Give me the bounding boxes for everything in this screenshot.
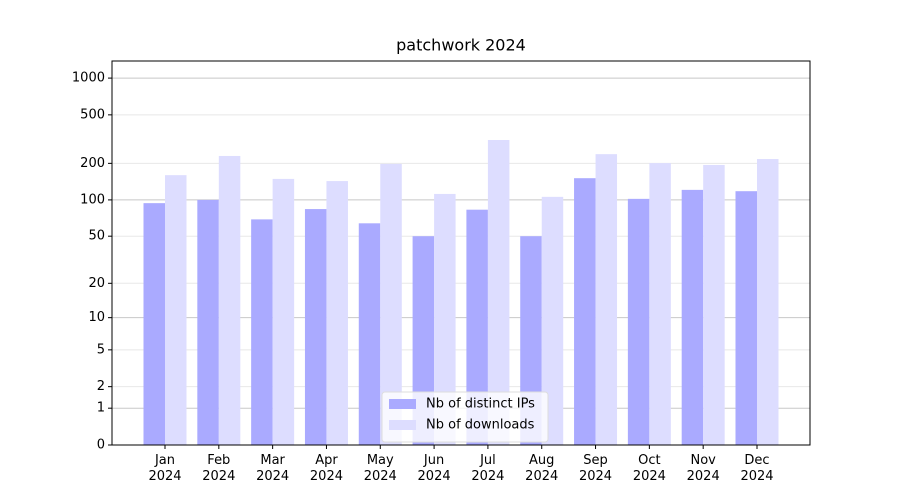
y-tick-label: 20 — [88, 276, 105, 291]
bar — [541, 196, 564, 445]
y-tick-label: 50 — [88, 229, 105, 244]
legend-swatch — [389, 420, 416, 430]
bar — [574, 178, 596, 446]
legend-swatch — [389, 399, 416, 409]
y-tick-label: 0 — [97, 438, 105, 453]
bar — [649, 163, 671, 446]
bar — [434, 193, 456, 445]
x-tick-label: Mar 2024 — [256, 453, 290, 484]
y-tick-label: 1000 — [72, 71, 105, 86]
x-tick-label: Jun 2024 — [417, 453, 451, 484]
y-tick-label: 500 — [80, 107, 105, 122]
bar — [595, 154, 618, 445]
x-tick-label: Sep 2024 — [578, 453, 613, 484]
x-tick-label: Aug 2024 — [525, 453, 559, 484]
x-tick-label: Dec 2024 — [740, 453, 774, 484]
y-tick-label: 1 — [97, 401, 105, 416]
y-tick-label: 100 — [80, 192, 105, 207]
bar — [466, 209, 488, 445]
bar — [251, 219, 273, 445]
legend-box — [381, 391, 549, 443]
x-tick-label: Feb 2024 — [202, 453, 236, 484]
bar — [703, 164, 725, 445]
bar — [681, 189, 704, 445]
x-tick-label: Jan 2024 — [148, 453, 182, 484]
bar — [735, 191, 757, 445]
bar — [165, 175, 187, 445]
bar — [304, 209, 327, 445]
x-tick-label: Jul 2024 — [471, 453, 505, 484]
bar — [272, 178, 295, 446]
bar — [197, 199, 219, 445]
legend-label: Nb of downloads — [426, 418, 535, 433]
bar — [143, 203, 165, 445]
y-tick-label: 10 — [88, 310, 105, 325]
chart-title: patchwork 2024 — [396, 36, 526, 55]
bar — [358, 223, 381, 445]
plot-frame — [111, 60, 811, 446]
bar — [627, 198, 650, 445]
x-tick-label: Nov 2024 — [686, 453, 720, 484]
bar — [380, 163, 402, 445]
bar — [218, 155, 241, 445]
y-tick-label: 2 — [97, 379, 105, 394]
bar — [757, 159, 779, 446]
y-tick-label: 200 — [80, 156, 105, 171]
x-tick-label: Apr 2024 — [309, 453, 343, 484]
x-tick-label: May 2024 — [363, 453, 397, 484]
x-tick-label: Oct 2024 — [632, 453, 666, 484]
legend: Nb of distinct IPs Nb of downloads — [381, 391, 549, 443]
bar — [487, 140, 510, 446]
bar — [326, 181, 348, 446]
legend-label: Nb of distinct IPs — [426, 397, 535, 412]
y-tick-label: 5 — [97, 342, 105, 357]
